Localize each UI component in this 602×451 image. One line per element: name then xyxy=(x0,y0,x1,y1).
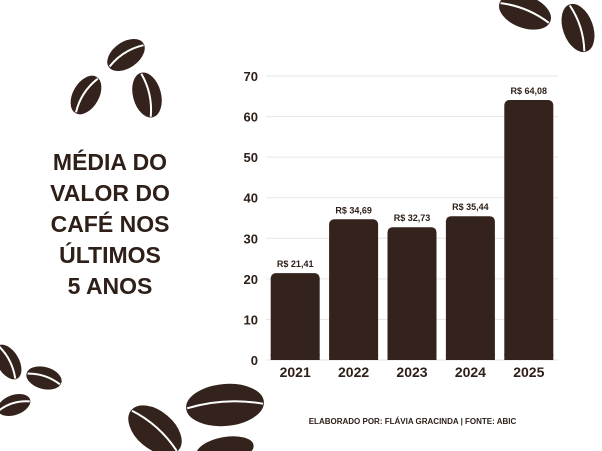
coffee-bean-icon xyxy=(130,70,164,120)
title-line: 5 ANOS xyxy=(67,273,153,299)
x-tick-label: 2022 xyxy=(338,364,369,380)
chart-title: MÉDIA DO VALOR DO CAFÉ NOS ÚLTIMOS 5 ANO… xyxy=(20,147,200,302)
coffee-bean-icon xyxy=(0,391,33,419)
y-tick-label: 40 xyxy=(244,191,258,206)
title-line: CAFÉ NOS xyxy=(50,211,170,237)
data-label: R$ 64,08 xyxy=(511,86,548,96)
coffee-bean-icon xyxy=(126,403,184,451)
y-tick-label: 30 xyxy=(244,231,258,246)
y-tick-label: 70 xyxy=(244,69,258,84)
coffee-bean-icon xyxy=(68,73,104,117)
x-tick-label: 2023 xyxy=(396,364,427,380)
coffee-bean-icon xyxy=(0,342,24,382)
bar-base xyxy=(329,354,379,360)
x-tick-label: 2021 xyxy=(280,364,311,380)
x-tick-label: 2025 xyxy=(513,364,544,380)
title-line: VALOR DO xyxy=(50,180,170,206)
coffee-bean-icon xyxy=(24,364,64,392)
data-label: R$ 21,41 xyxy=(277,259,314,269)
y-tick-label: 20 xyxy=(244,272,258,287)
data-label: R$ 32,73 xyxy=(394,213,431,223)
y-tick-label: 60 xyxy=(244,110,258,125)
bar-base xyxy=(445,354,495,360)
bar xyxy=(329,219,379,360)
coffee-bean-icon xyxy=(184,381,266,429)
bar-base xyxy=(270,354,320,360)
coffee-bean-icon xyxy=(497,0,553,32)
data-label: R$ 35,44 xyxy=(452,202,489,212)
y-tick-label: 50 xyxy=(244,150,258,165)
bar-base xyxy=(504,354,554,360)
bar xyxy=(445,216,495,360)
title-line: MÉDIA DO xyxy=(52,149,168,175)
source-note: ELABORADO POR: FLÁVIA GRACINDA | FONTE: … xyxy=(308,417,517,426)
bar xyxy=(270,273,320,360)
title-line: ÚLTIMOS xyxy=(59,242,161,268)
coffee-bean-icon xyxy=(105,36,147,74)
bar xyxy=(387,227,437,360)
bar-base xyxy=(387,354,437,360)
y-tick-label: 10 xyxy=(244,312,258,327)
coffee-bean-icon xyxy=(194,434,256,451)
bar xyxy=(504,100,554,361)
coffee-bean-icon xyxy=(559,1,597,55)
data-label: R$ 34,69 xyxy=(335,205,372,215)
y-tick-label: 0 xyxy=(251,353,258,368)
x-tick-label: 2024 xyxy=(455,364,486,380)
